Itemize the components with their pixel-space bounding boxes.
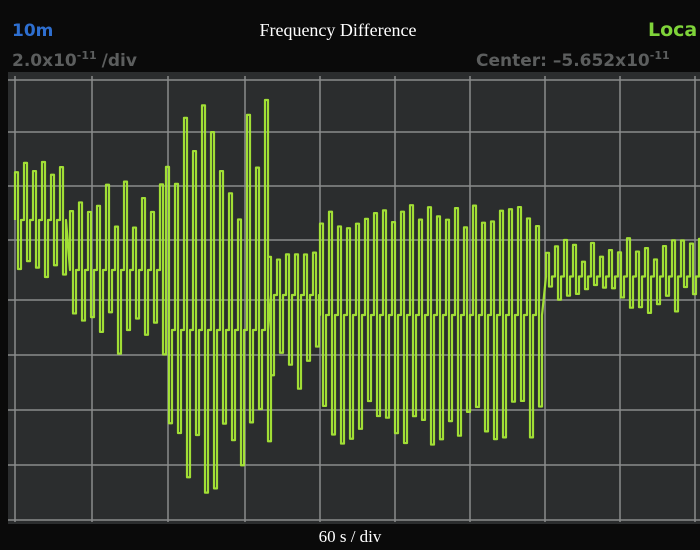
scale-mantissa: 2.0x10 (12, 51, 77, 71)
center-value: Center: –5.652x10 (476, 51, 650, 71)
timebase-label: 60 s / div (319, 527, 382, 546)
title: Frequency Difference (259, 20, 416, 40)
scale-exponent: -11 (77, 49, 97, 62)
scale-unit: /div (102, 51, 137, 71)
center-exponent: -11 (650, 49, 670, 62)
mode-label: Loca (648, 19, 697, 41)
center-label: Center: –5.652x10-11 (476, 49, 670, 71)
plot-area (8, 72, 700, 524)
scale-label: 2.0x10-11/div (12, 49, 137, 71)
trace (13, 98, 700, 494)
grid (8, 76, 700, 522)
memory-label: 10m (12, 21, 53, 41)
waveform (13, 98, 700, 494)
